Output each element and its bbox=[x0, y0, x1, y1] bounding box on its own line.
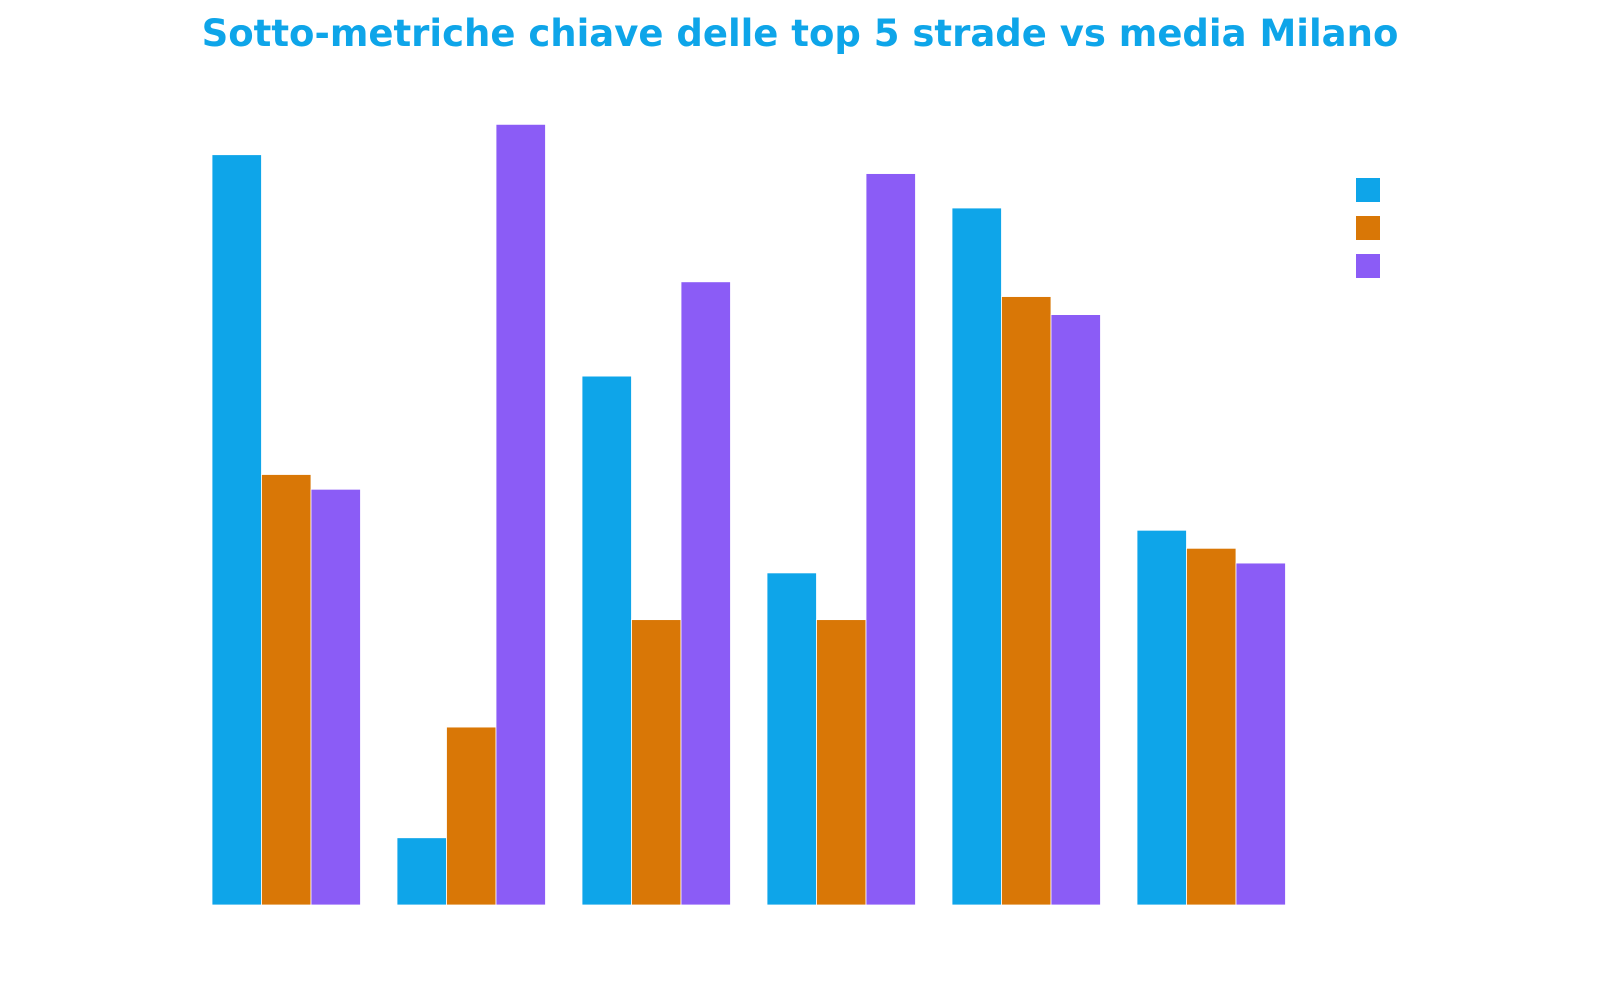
bars-group bbox=[211, 123, 1286, 906]
bar-series-3-group-2 bbox=[495, 123, 546, 906]
legend-swatch-1 bbox=[1356, 178, 1380, 202]
legend bbox=[1356, 178, 1380, 278]
bar-series-3-group-1 bbox=[310, 488, 361, 906]
bar-series-3-group-3 bbox=[680, 281, 731, 906]
bar-series-3-group-4 bbox=[865, 173, 916, 906]
legend-swatch-3 bbox=[1356, 254, 1380, 278]
chart-title: Sotto-metriche chiave delle top 5 strade… bbox=[201, 12, 1399, 55]
bar-series-1-group-6 bbox=[1136, 529, 1187, 906]
bar-series-1-group-2 bbox=[396, 837, 447, 906]
legend-swatch-2 bbox=[1356, 216, 1380, 240]
bar-series-1-group-5 bbox=[951, 207, 1002, 906]
bar-series-2-group-2 bbox=[446, 726, 497, 906]
bar-series-1-group-4 bbox=[766, 572, 817, 906]
bar-series-2-group-5 bbox=[1001, 296, 1052, 906]
bar-series-2-group-4 bbox=[816, 619, 867, 906]
bar-series-3-group-6 bbox=[1235, 562, 1286, 906]
bar-series-2-group-3 bbox=[631, 619, 682, 906]
bar-series-3-group-5 bbox=[1050, 314, 1101, 906]
bar-series-1-group-1 bbox=[211, 154, 262, 906]
bar-series-2-group-1 bbox=[261, 474, 312, 906]
bar-series-2-group-6 bbox=[1186, 547, 1237, 906]
bar-series-1-group-3 bbox=[581, 375, 632, 906]
